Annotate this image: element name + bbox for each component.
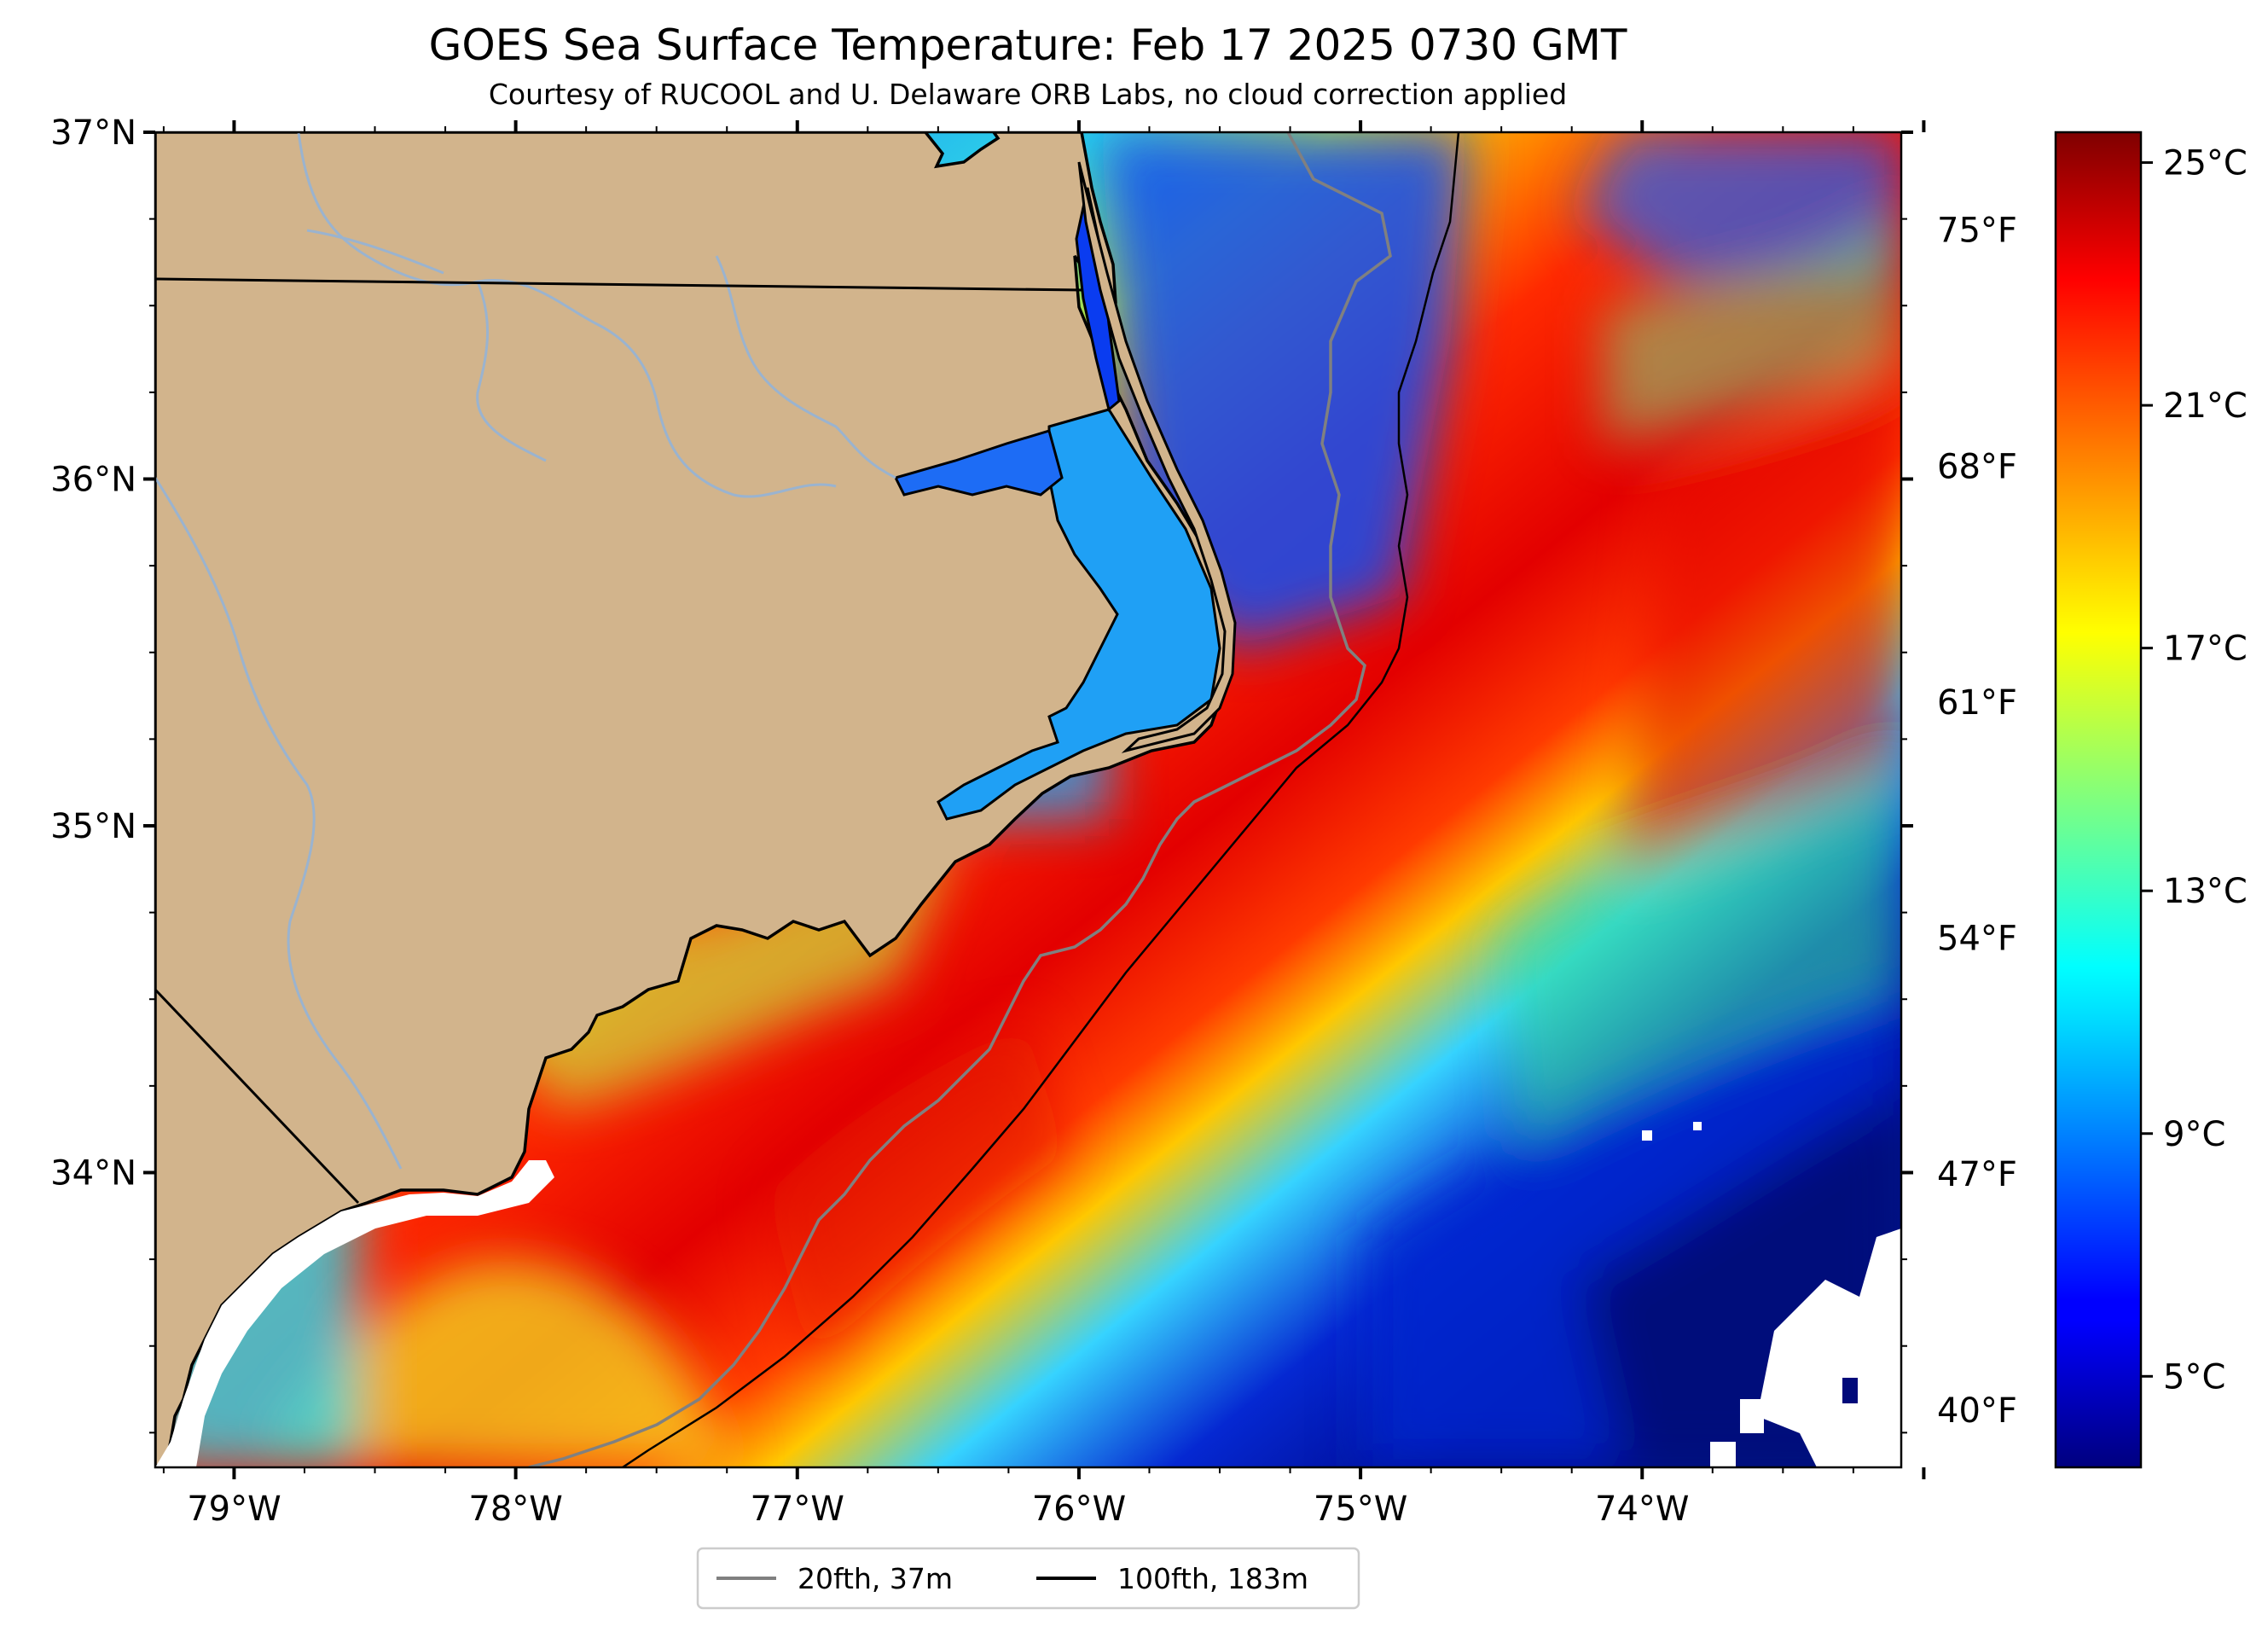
legend: 20fth, 37m 100fth, 183m (696, 1547, 1360, 1610)
albemarle-sound (893, 429, 1064, 497)
fahrenheit-tick-label: 75°F (1937, 212, 2017, 251)
map-panel (155, 132, 1901, 1467)
lat-tick-label: 37°N (50, 113, 136, 153)
colorbar-tick-label: 5°C (2163, 1357, 2225, 1397)
no-data-patches (1642, 1122, 1901, 1467)
isobath-100fth (622, 132, 1460, 1467)
map-subtitle: Courtesy of RUCOOL and U. Delaware ORB L… (489, 78, 1567, 111)
colorbar-tick-label: 21°C (2163, 386, 2248, 426)
lat-tick-label: 35°N (50, 807, 136, 846)
lon-tick-label: 74°W (1595, 1490, 1689, 1529)
fahrenheit-tick-label: 68°F (1937, 447, 2017, 486)
legend-label-20fth: 20fth, 37m (798, 1562, 953, 1595)
colorbar-tick-label: 13°C (2163, 872, 2248, 911)
lon-tick-label: 78°W (468, 1490, 562, 1529)
colorbar-tick-label: 25°C (2163, 144, 2248, 183)
rivers (155, 132, 896, 1170)
legend-label-100fth: 100fth, 183m (1117, 1562, 1308, 1595)
coastal-no-data (155, 1160, 554, 1467)
colorbar (2054, 131, 2143, 1469)
fahrenheit-tick-label: 54°F (1937, 920, 2017, 959)
colorbar-tick-label: 9°C (2163, 1115, 2225, 1154)
fahrenheit-axis: 75°F 68°F 61°F 54°F 47°F 40°F (1937, 212, 2017, 1431)
fahrenheit-tick-label: 61°F (1937, 683, 2017, 723)
isobath-20fth (528, 132, 1392, 1467)
lon-tick-label: 75°W (1314, 1490, 1407, 1529)
latitude-axis: 37°N 36°N 35°N 34°N (50, 113, 1913, 1434)
lat-tick-label: 34°N (50, 1153, 136, 1193)
fahrenheit-tick-label: 40°F (1937, 1391, 2017, 1431)
state-borders (155, 277, 1084, 1205)
pamlico-sound (937, 408, 1221, 821)
map-frame (154, 131, 1903, 1469)
lon-tick-label: 76°W (1032, 1490, 1126, 1529)
fahrenheit-tick-label: 47°F (1937, 1155, 2017, 1194)
outer-banks (1077, 161, 1237, 753)
colorbar-axis: 25°C 21°C 17°C 13°C 9°C 5°C (2141, 144, 2248, 1397)
lon-tick-label: 79°W (187, 1490, 281, 1529)
legend-box (696, 1547, 1360, 1610)
lat-tick-label: 36°N (50, 460, 136, 499)
lon-tick-label: 77°W (751, 1490, 844, 1529)
colorbar-tick-label: 17°C (2163, 630, 2248, 669)
map-title: GOES Sea Surface Temperature: Feb 17 202… (429, 20, 1627, 70)
longitude-axis: 79°W 78°W 77°W 76°W 75°W 74°W (162, 120, 1926, 1529)
